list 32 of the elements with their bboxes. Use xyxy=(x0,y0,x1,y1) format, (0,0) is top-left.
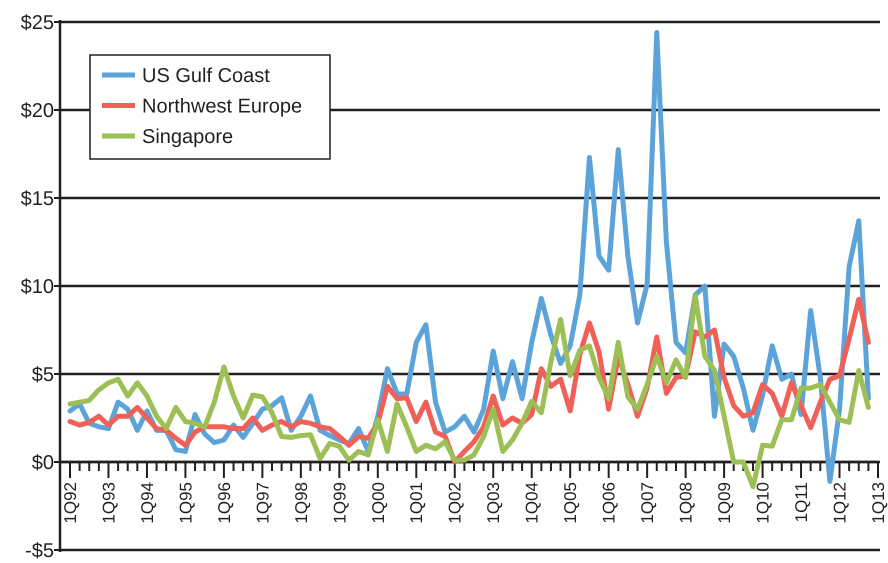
x-tick-label: 1Q07 xyxy=(638,482,658,524)
legend-label: Singapore xyxy=(142,126,234,148)
y-tick-label: -$5 xyxy=(25,540,54,562)
x-tick-label: 1Q00 xyxy=(368,482,388,524)
x-tick-label: 1Q94 xyxy=(138,482,157,524)
x-tick-label: 1Q06 xyxy=(600,482,619,524)
y-tick-label: $20 xyxy=(20,100,54,122)
x-tick-label: 1Q13 xyxy=(868,482,888,524)
y-tick-label: $0 xyxy=(32,452,54,474)
x-tick-label: 1Q99 xyxy=(330,482,350,524)
legend-label: Northwest Europe xyxy=(142,96,302,118)
x-tick-label: 1Q93 xyxy=(99,482,118,524)
x-tick-label: 1Q11 xyxy=(792,482,811,522)
x-tick-label: 1Q09 xyxy=(715,482,734,524)
y-tick-label: $10 xyxy=(20,276,54,298)
x-tick-label: 1Q97 xyxy=(253,482,272,524)
x-tick-label: 1Q98 xyxy=(292,482,311,524)
x-tick-label: 1Q01 xyxy=(407,482,426,524)
x-tick-label: 1Q08 xyxy=(676,482,696,524)
x-tick-label: 1Q03 xyxy=(484,482,504,524)
x-tick-label: 1Q96 xyxy=(214,482,234,524)
x-tick-label: 1Q05 xyxy=(561,482,580,524)
x-tick-label: 1Q12 xyxy=(830,482,850,524)
x-tick-label: 1Q04 xyxy=(522,482,542,524)
y-tick-label: $15 xyxy=(20,188,54,210)
y-tick-label: $5 xyxy=(32,364,54,386)
x-tick-label: 1Q95 xyxy=(176,482,196,524)
x-tick-label: 1Q02 xyxy=(446,482,465,524)
legend-label: US Gulf Coast xyxy=(142,65,270,87)
x-tick-label: 1Q10 xyxy=(754,482,773,524)
y-tick-label: $25 xyxy=(20,12,54,34)
x-tick-label: 1Q92 xyxy=(60,482,80,524)
